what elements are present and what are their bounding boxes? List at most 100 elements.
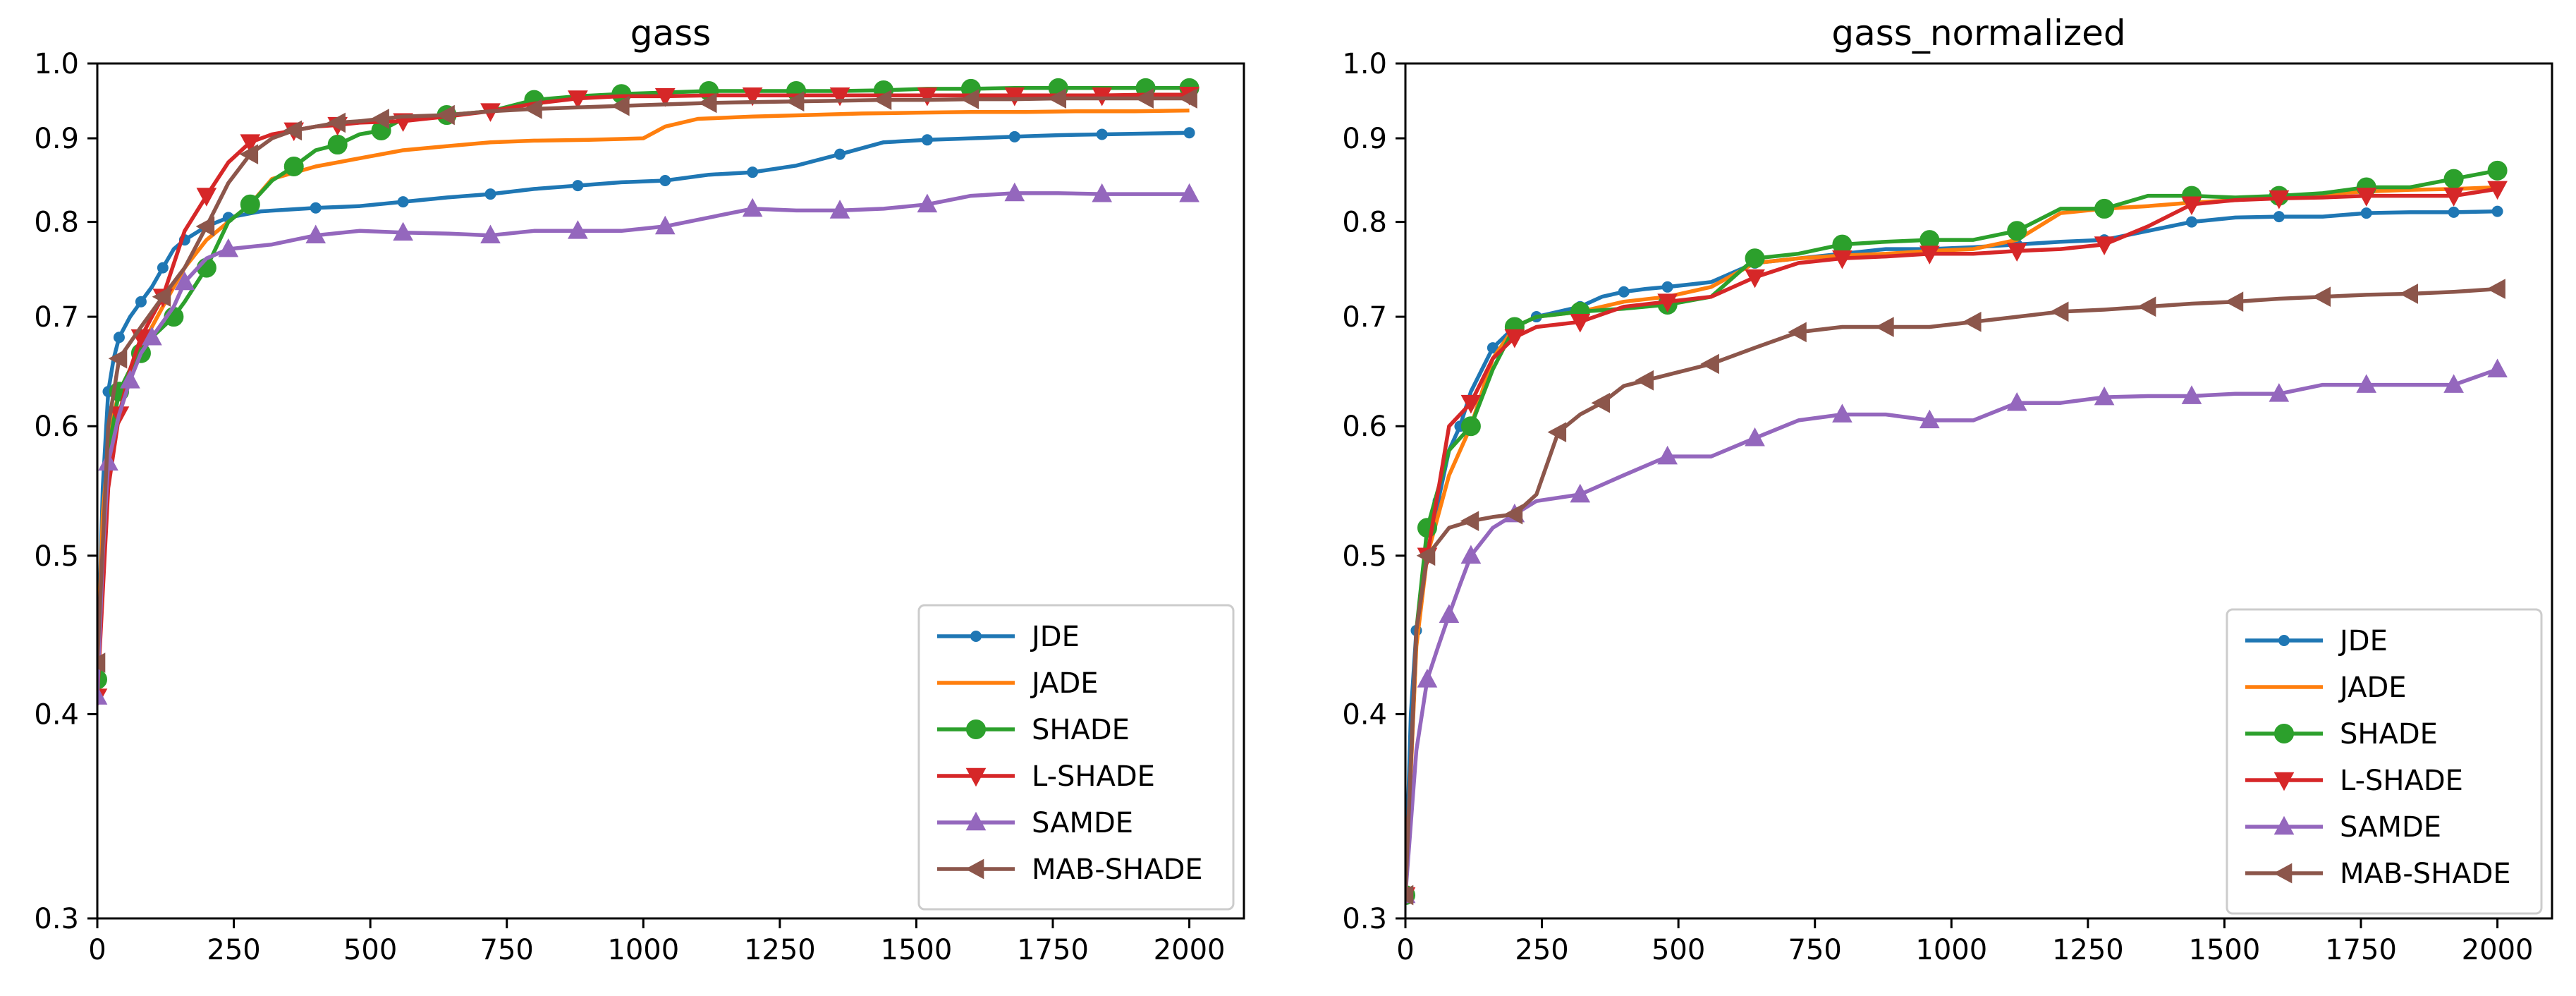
data-point-l-shade <box>2269 190 2290 209</box>
chart-panel-2: gass_normalized 0 250 500 750 1000 1250 1500 175… <box>1342 13 2553 966</box>
legend-label-jade: JADE <box>1030 667 1099 700</box>
data-point-l-shade <box>568 90 588 109</box>
data-point-mab-shade <box>283 120 303 141</box>
data-point-mab-shade <box>195 216 215 237</box>
data-point-l-shade <box>1504 329 1525 348</box>
x-tick-label: 1000 <box>607 934 679 966</box>
legend-label-mab-shade: MAB-SHADE <box>2340 858 2511 890</box>
legend-marker-jde <box>970 631 982 642</box>
series-line-jde <box>97 130 1190 680</box>
data-point-samde <box>917 193 938 213</box>
legend-label-jade: JADE <box>2338 672 2407 704</box>
legend-label-jde: JDE <box>1030 621 1080 653</box>
chart-panel-1: gass 0 250 500 750 1000 1250 1500 1750 2000 0.3 0.4… <box>34 13 1245 966</box>
data-point-mab-shade <box>239 144 259 165</box>
data-point-mab-shade <box>2224 291 2244 312</box>
data-point-jde <box>2185 216 2197 228</box>
data-point-samde <box>1092 183 1113 202</box>
data-point-l-shade <box>829 87 850 107</box>
data-point-shade <box>2443 169 2464 189</box>
data-point-l-shade <box>1919 245 1940 265</box>
series-line-l-shade <box>1405 187 2498 896</box>
data-point-shade <box>2094 198 2115 219</box>
data-point-l-shade <box>2443 188 2464 207</box>
legend-marker-mab-shade <box>2273 863 2293 884</box>
data-point-jde <box>2448 206 2460 218</box>
data-point-jde <box>572 180 584 192</box>
data-point-shade <box>240 194 260 214</box>
data-point-samde <box>174 271 195 291</box>
data-point-mab-shade <box>2399 284 2418 304</box>
data-point-samde <box>120 370 140 389</box>
data-point-samde <box>142 327 162 346</box>
data-point-mab-shade <box>1547 422 1567 442</box>
y-tick-label: 0.6 <box>1342 411 1387 443</box>
data-point-samde <box>1417 669 1438 688</box>
series-group <box>97 78 1200 707</box>
y-tick-label: 0.5 <box>1342 540 1387 573</box>
series-line-jade <box>97 108 1190 680</box>
series-line-shade <box>97 86 1190 680</box>
y-tick-label: 1.0 <box>1342 48 1387 80</box>
legend-label-mab-shade: MAB-SHADE <box>1032 854 1203 886</box>
data-point-samde <box>1460 545 1482 564</box>
data-point-mab-shade <box>1416 545 1436 566</box>
data-point-mab-shade <box>1503 504 1523 525</box>
data-point-mab-shade <box>1405 885 1414 906</box>
data-point-mab-shade <box>108 348 128 369</box>
data-point-l-shade <box>196 188 217 207</box>
data-point-jde <box>1008 130 1020 142</box>
data-point-samde <box>742 198 763 217</box>
legend-marker-jde <box>2278 635 2290 646</box>
legend-label-samde: SAMDE <box>2340 811 2441 844</box>
y-tick-label: 0.3 <box>34 903 79 935</box>
data-point-mab-shade <box>1700 353 1719 375</box>
data-point-samde <box>393 221 413 241</box>
x-tick-label: 1250 <box>744 934 816 966</box>
data-point-l-shade <box>2181 196 2202 216</box>
data-point-mab-shade <box>97 652 106 673</box>
x-tick-label: 1500 <box>2189 934 2261 966</box>
data-point-l-shade <box>654 88 676 107</box>
x-tick-label: 1750 <box>2325 934 2397 966</box>
data-point-l-shade <box>1745 269 1765 289</box>
plot-frame <box>1404 62 2553 920</box>
y-tick-label: 0.7 <box>1342 301 1387 334</box>
series-line-samde <box>1405 368 2498 896</box>
x-tick-label: 0 <box>1396 934 1414 966</box>
data-point-mab-shade <box>1962 311 1982 332</box>
data-point-mab-shade <box>436 104 455 126</box>
legend-marker-mab-shade <box>965 858 984 880</box>
y-tick-label: 0.4 <box>1342 698 1387 731</box>
data-point-jde <box>135 296 147 308</box>
data-point-samde <box>2181 385 2202 404</box>
data-point-jde <box>2360 207 2372 219</box>
data-point-samde <box>480 224 501 243</box>
data-point-mab-shade <box>611 95 630 116</box>
data-point-mab-shade <box>697 92 717 114</box>
data-point-mab-shade <box>1178 88 1197 109</box>
data-point-l-shade <box>2356 188 2377 207</box>
data-point-mab-shade <box>872 90 892 110</box>
data-point-l-shade <box>240 134 261 153</box>
data-point-l-shade <box>2006 243 2027 262</box>
data-point-shade <box>327 135 348 155</box>
legend-marker-l-shade <box>965 767 987 787</box>
data-point-jde <box>113 332 125 344</box>
legend-marker-samde <box>965 811 987 831</box>
data-point-samde <box>305 224 326 243</box>
legend-marker-samde <box>2273 815 2295 835</box>
x-tick-label: 500 <box>1652 934 1705 966</box>
data-point-mab-shade <box>2137 296 2156 317</box>
x-tick-label: 2000 <box>2462 934 2534 966</box>
y-tick-label: 0.7 <box>34 301 79 334</box>
data-point-jde <box>2491 205 2503 217</box>
data-point-l-shade <box>2487 181 2508 200</box>
data-point-samde <box>1919 409 1940 429</box>
data-point-l-shade <box>1570 313 1591 333</box>
data-point-jde <box>484 188 496 200</box>
data-point-samde <box>829 200 850 219</box>
data-point-jde <box>2273 211 2285 223</box>
data-point-shade <box>1460 416 1481 437</box>
